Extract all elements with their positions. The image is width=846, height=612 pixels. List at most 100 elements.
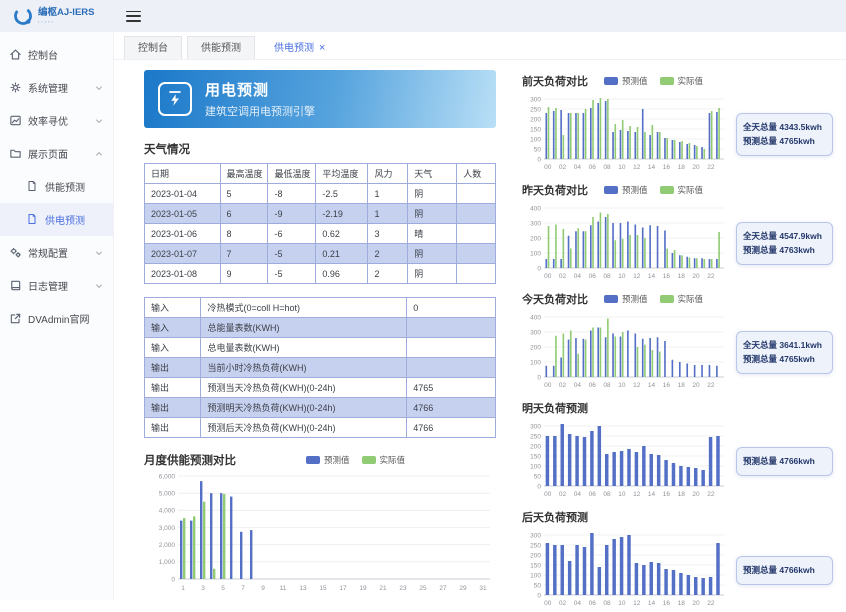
app-logo[interactable]: 编枢AJ-IERS ▪▪▪▪▪ xyxy=(0,5,114,27)
column-header: 平均温度 xyxy=(315,163,369,184)
legend-item[interactable]: 预测值 xyxy=(306,454,350,466)
table-cell: 输出 xyxy=(143,397,202,418)
svg-text:20: 20 xyxy=(692,491,700,498)
table-cell: 2023-01-05 xyxy=(144,203,221,224)
monthly-chart-title: 月度供能预测对比 xyxy=(144,455,236,467)
table-header-row: 日期 最高温度 最低温度 平均温度 风力 天气 人数 xyxy=(144,163,496,184)
table-cell: 晴 xyxy=(407,223,458,244)
total-info-box: 全天总量 4547.9kwh 预测总量 4763kwh xyxy=(736,221,833,266)
table-row: 2023-01-04 5 -8 -2.5 1 阴 xyxy=(144,183,496,204)
svg-text:22: 22 xyxy=(707,382,715,389)
hamburger-menu-icon[interactable] xyxy=(126,10,141,22)
io-table: 输入 冷热模式(0=coll H=hot) 0 输入 总能量表数(KWH) 输入 总电量表数… xyxy=(143,297,496,438)
table-row: 输出 预测当天冷热负荷(KWH)(0-24h) 4765 xyxy=(143,377,496,398)
left-column: 用电预测 建筑空调用电预测引擎 天气情况 日期 最高温度 最低温度 平均温度 风力 天气人… xyxy=(143,70,496,594)
svg-text:0: 0 xyxy=(537,483,541,490)
info-line: 全天总量 4343.5kwh xyxy=(743,121,822,132)
sidebar-item-dvadmin-site[interactable]: DVAdmin官网 xyxy=(0,302,113,335)
sidebar-item-efficiency[interactable]: 效率寻优 xyxy=(0,104,113,137)
sidebar-item-energy-forecast[interactable]: 供能预测 xyxy=(0,170,113,203)
table-cell: 8 xyxy=(219,223,269,244)
close-icon[interactable]: × xyxy=(319,41,326,54)
column-header: 最高温度 xyxy=(219,163,269,184)
svg-text:20: 20 xyxy=(692,164,700,171)
top-header: 编枢AJ-IERS ▪▪▪▪▪ xyxy=(0,0,846,32)
svg-text:06: 06 xyxy=(589,491,597,498)
table-cell xyxy=(456,203,496,224)
sidebar-item-console[interactable]: 控制台 xyxy=(0,38,113,71)
sidebar-item-general-config[interactable]: 常规配置 xyxy=(0,236,113,269)
legend-item[interactable]: 预测值 xyxy=(604,293,648,305)
svg-text:04: 04 xyxy=(574,491,582,498)
chart-section-yesterday: 昨天负荷对比 预测值 实际值 0 100 200 300 400 00 02 04 06 08 10 12 1… xyxy=(522,181,838,285)
table-cell: -5 xyxy=(267,243,317,264)
legend-item[interactable]: 预测值 xyxy=(604,75,648,87)
legend-label: 预测值 xyxy=(622,75,648,86)
table-cell xyxy=(456,243,496,264)
svg-text:200: 200 xyxy=(530,443,541,450)
sidebar-item-display-pages[interactable]: 展示页面 xyxy=(0,137,113,170)
sidebar-item-system-mgmt[interactable]: 系统管理 xyxy=(0,71,113,104)
weather-table-body: 2023-01-04 5 -8 -2.5 1 阴 2023-01-05 6 -9 -2.19 1 阴 2… xyxy=(144,183,496,284)
total-info-box: 预测总量 4766kwh xyxy=(736,555,833,586)
svg-text:150: 150 xyxy=(530,453,541,460)
chart-legend: 预测值 实际值 xyxy=(604,75,703,87)
table-cell: -8 xyxy=(267,183,317,204)
svg-text:1,000: 1,000 xyxy=(159,559,176,566)
info-line: 全天总量 4547.9kwh xyxy=(743,230,822,241)
svg-text:16: 16 xyxy=(663,273,671,280)
legend-item[interactable]: 预测值 xyxy=(604,184,648,196)
table-row: 2023-01-07 7 -5 0.21 2 阴 xyxy=(144,243,496,264)
tab-energy-forecast[interactable]: 供能预测 xyxy=(187,36,255,59)
table-cell: 2023-01-08 xyxy=(144,263,221,284)
tab-power-forecast[interactable]: 供电预测 × xyxy=(260,36,340,59)
svg-text:16: 16 xyxy=(663,491,671,498)
svg-text:1: 1 xyxy=(181,585,185,592)
chart-title-row: 前天负荷对比 预测值 实际值 xyxy=(522,72,838,89)
sidebar-item-label: DVAdmin官网 xyxy=(28,315,90,326)
svg-text:12: 12 xyxy=(633,382,641,389)
svg-text:14: 14 xyxy=(648,164,656,171)
sidebar-item-label: 常规配置 xyxy=(28,249,68,260)
svg-text:00: 00 xyxy=(544,382,552,389)
chart-day-before-yesterday: 0 50 100 150 200 250 300 00 02 04 06 08 10 12 14 16 18 20… xyxy=(522,93,726,176)
table-cell: 输出 xyxy=(143,377,202,398)
chevron-up-icon xyxy=(94,149,104,159)
info-line: 预测总量 4765kwh xyxy=(743,353,815,364)
chart-title: 明天负荷预测 xyxy=(522,402,588,415)
svg-text:17: 17 xyxy=(339,585,347,592)
table-cell: 2023-01-07 xyxy=(144,243,221,264)
legend-swatch-icon xyxy=(604,185,618,194)
table-cell: 输出 xyxy=(143,417,202,438)
cogs-icon xyxy=(9,246,22,259)
legend-item[interactable]: 实际值 xyxy=(659,184,703,196)
table-row: 输出 预测明天冷热负荷(KWH)(0-24h) 4766 xyxy=(143,397,496,418)
sidebar-item-power-forecast[interactable]: 供电预测 xyxy=(0,203,113,236)
sidebar-item-label: 控制台 xyxy=(28,51,58,62)
sidebar-item-log-mgmt[interactable]: 日志管理 xyxy=(0,269,113,302)
svg-text:50: 50 xyxy=(534,146,542,153)
svg-text:16: 16 xyxy=(663,164,671,171)
table-cell: 2023-01-04 xyxy=(144,183,221,204)
svg-text:18: 18 xyxy=(678,600,686,607)
bar-chart-today: 0 100 200 300 400 00 02 04 06 08 10 12 14 16 18 20 22 xyxy=(530,314,724,389)
weather-section-title: 天气情况 xyxy=(144,144,190,156)
svg-text:0: 0 xyxy=(537,374,541,381)
legend-item[interactable]: 实际值 xyxy=(361,454,405,466)
forecast-banner: 用电预测 建筑空调用电预测引擎 xyxy=(144,70,496,128)
legend-item[interactable]: 实际值 xyxy=(659,75,703,87)
sidebar-item-label: 供电预测 xyxy=(45,216,85,227)
svg-text:0: 0 xyxy=(537,156,541,163)
tab-console[interactable]: 控制台 xyxy=(124,36,182,59)
logo-text: 编枢AJ-IERS xyxy=(38,7,95,19)
svg-text:02: 02 xyxy=(559,164,567,171)
chart-icon xyxy=(9,114,22,127)
table-row: 输入 总能量表数(KWH) xyxy=(143,317,496,338)
svg-text:200: 200 xyxy=(530,235,541,242)
table-cell: 4766 xyxy=(406,397,496,418)
chart-tomorrow: 0 50 100 150 200 250 300 00 02 04 06 08 10 12 14 16 18 20… xyxy=(522,420,726,503)
legend-item[interactable]: 实际值 xyxy=(659,293,703,305)
gear-icon xyxy=(9,81,22,94)
svg-text:22: 22 xyxy=(707,491,715,498)
svg-text:300: 300 xyxy=(530,220,541,227)
